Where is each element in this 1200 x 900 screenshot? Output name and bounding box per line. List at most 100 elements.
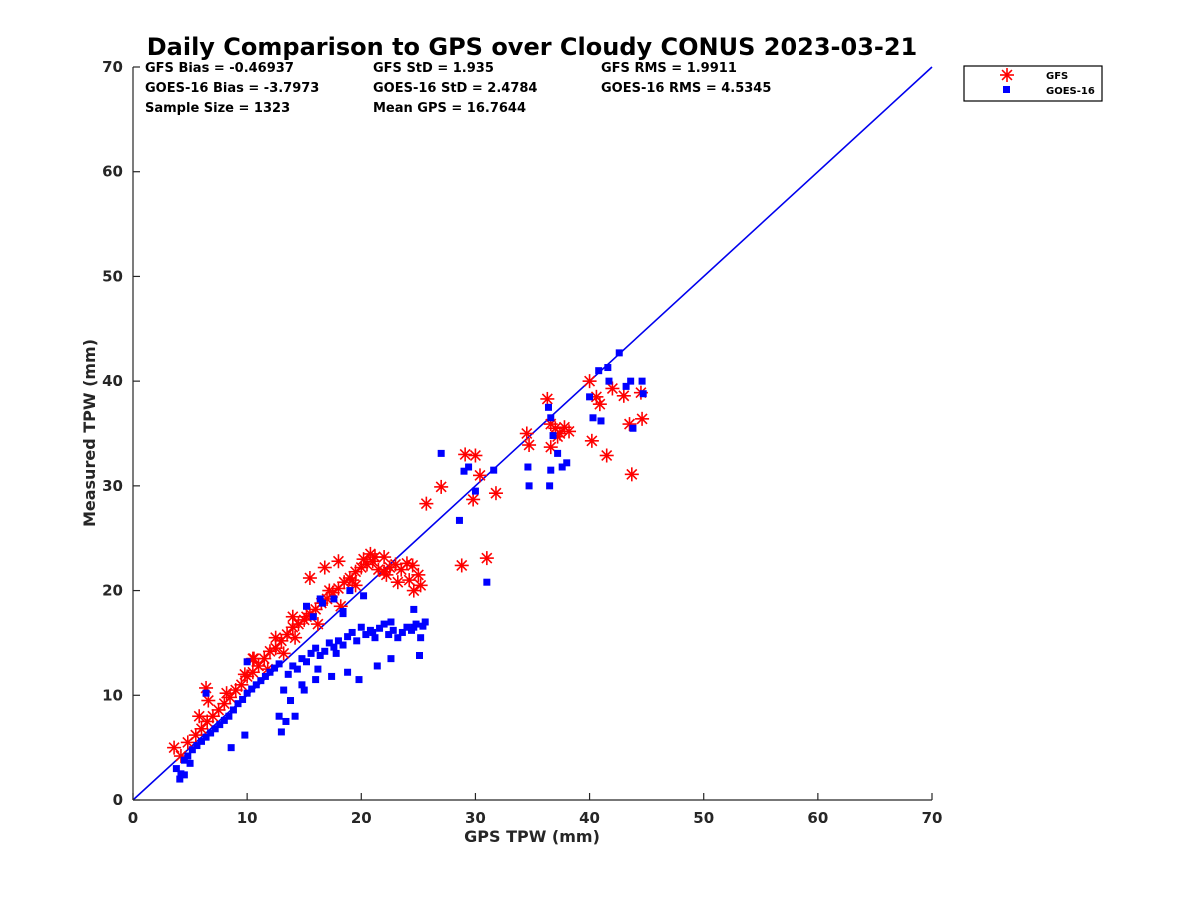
x-tick-label: 40 bbox=[579, 809, 600, 827]
goes16-point bbox=[211, 725, 219, 733]
goes16-point bbox=[216, 721, 224, 729]
gfs-point bbox=[379, 567, 394, 582]
x-tick-label: 50 bbox=[693, 809, 714, 827]
gfs-point bbox=[592, 397, 607, 412]
goes16-point bbox=[321, 647, 329, 655]
goes16-point bbox=[275, 712, 283, 720]
goes16-point bbox=[280, 686, 288, 694]
goes16-point bbox=[360, 592, 368, 600]
gfs-point bbox=[219, 686, 234, 701]
goes16-point bbox=[376, 624, 384, 632]
goes16-point bbox=[243, 658, 251, 666]
gfs-point bbox=[234, 677, 249, 692]
goes16-point bbox=[176, 775, 184, 783]
goes16-point bbox=[330, 643, 338, 651]
goes16-point bbox=[490, 466, 498, 474]
goes16-point bbox=[332, 649, 340, 657]
goes16-point bbox=[257, 677, 265, 685]
goes16-point bbox=[344, 668, 352, 676]
goes16-point bbox=[437, 449, 445, 457]
goes16-point bbox=[615, 349, 623, 357]
gfs-point bbox=[194, 721, 209, 736]
goes16-point bbox=[225, 712, 233, 720]
legend-box bbox=[963, 65, 1103, 102]
goes16-point bbox=[385, 631, 393, 639]
goes16-point bbox=[312, 676, 320, 684]
goes16-point bbox=[282, 717, 290, 725]
x-tick-label: 30 bbox=[465, 809, 486, 827]
goes16-point bbox=[389, 626, 397, 634]
legend-gfs-marker bbox=[1000, 68, 1014, 82]
legend-goes16-label: GOES-16 bbox=[1046, 86, 1095, 97]
y-tick-label: 20 bbox=[102, 582, 123, 600]
goes16-point bbox=[252, 681, 260, 689]
goes16-point bbox=[339, 641, 347, 649]
goes16-point bbox=[549, 432, 557, 440]
gfs-point bbox=[472, 468, 487, 483]
goes16-point bbox=[639, 390, 647, 398]
goes16-point bbox=[524, 463, 532, 471]
goes16-point bbox=[586, 393, 594, 401]
goes16-point bbox=[172, 765, 180, 773]
goes16-point bbox=[220, 716, 228, 724]
goes16-point bbox=[197, 737, 205, 745]
gfs-point bbox=[363, 546, 378, 561]
gfs-point bbox=[582, 374, 597, 389]
y-tick-label: 50 bbox=[102, 267, 123, 285]
goes16-point bbox=[291, 712, 299, 720]
gfs-point bbox=[519, 426, 534, 441]
goes16-point bbox=[328, 672, 336, 680]
legend-gfs-label: GFS bbox=[1046, 71, 1068, 82]
gfs-point bbox=[458, 447, 473, 462]
goes16-point bbox=[398, 628, 406, 636]
gfs-point bbox=[288, 630, 303, 645]
goes16-point bbox=[300, 686, 308, 694]
gfs-point bbox=[488, 486, 503, 501]
gfs-point bbox=[399, 556, 414, 571]
stat-sample-size: Sample Size = 1323 bbox=[145, 101, 290, 116]
goes16-point bbox=[188, 746, 196, 754]
goes16-point bbox=[302, 658, 310, 666]
goes16-point bbox=[243, 689, 251, 697]
series-goes16-points bbox=[172, 349, 647, 783]
goes16-point bbox=[547, 414, 555, 422]
gfs-point bbox=[285, 609, 300, 624]
gfs-point bbox=[192, 709, 207, 724]
gfs-point bbox=[616, 388, 631, 403]
goes16-point bbox=[312, 644, 320, 652]
gfs-point bbox=[584, 433, 599, 448]
goes16-point bbox=[380, 620, 388, 628]
goes16-point bbox=[410, 605, 418, 613]
goes16-point bbox=[266, 668, 274, 676]
chart-title: Daily Comparison to GPS over Cloudy CONU… bbox=[147, 33, 918, 61]
gfs-point bbox=[167, 740, 182, 755]
x-axis-label: GPS TPW (mm) bbox=[464, 827, 600, 846]
goes16-point bbox=[605, 377, 613, 385]
gfs-point bbox=[268, 630, 283, 645]
gfs-point bbox=[406, 583, 421, 598]
y-tick-label: 60 bbox=[102, 163, 123, 181]
goes16-point bbox=[202, 689, 210, 697]
goes16-point bbox=[627, 377, 635, 385]
gfs-point bbox=[624, 467, 639, 482]
gfs-point bbox=[419, 496, 434, 511]
goes16-point bbox=[417, 634, 425, 642]
gfs-point bbox=[543, 440, 558, 455]
goes16-point bbox=[202, 733, 210, 741]
gfs-point bbox=[466, 492, 481, 507]
gfs-point bbox=[331, 554, 346, 569]
goes16-point bbox=[330, 595, 338, 603]
goes16-point bbox=[604, 364, 612, 372]
goes16-point bbox=[622, 382, 630, 390]
goes16-point bbox=[207, 729, 215, 737]
statistics-annotations: GFS Bias = -0.46937 GFS StD = 1.935 GFS … bbox=[145, 61, 771, 116]
x-tick-label: 10 bbox=[237, 809, 258, 827]
x-tick-label: 60 bbox=[807, 809, 828, 827]
goes16-point bbox=[373, 662, 381, 670]
y-axis-label: Measured TPW (mm) bbox=[80, 339, 99, 527]
goes16-point bbox=[307, 649, 315, 657]
goes16-point bbox=[558, 463, 566, 471]
y-tick-label: 70 bbox=[102, 58, 123, 76]
gfs-point bbox=[322, 583, 337, 598]
